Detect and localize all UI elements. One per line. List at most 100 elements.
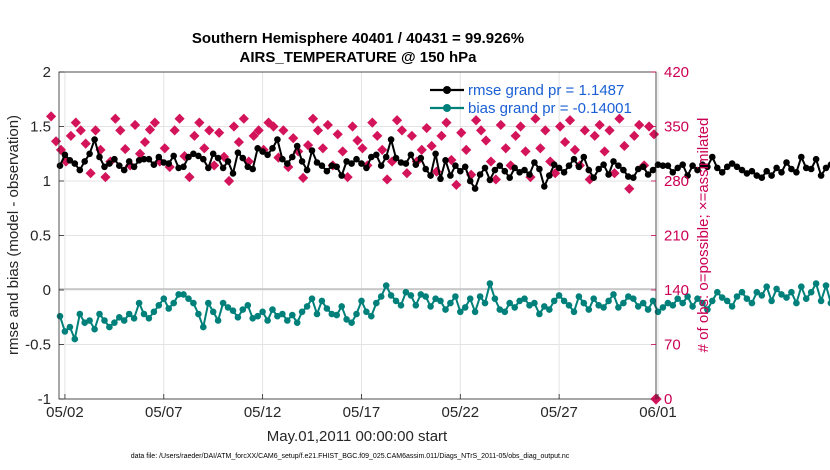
bias-point — [788, 288, 795, 296]
rmse-point — [412, 161, 420, 168]
obs-marker — [416, 144, 427, 155]
bias-point — [427, 303, 434, 310]
rmse-point — [625, 173, 632, 180]
obs-marker — [204, 125, 215, 136]
legend-rmse-marker — [443, 86, 451, 94]
bias-point — [155, 302, 163, 309]
rmse-point — [447, 172, 454, 179]
bias-point — [798, 283, 805, 291]
y-left-tick-label: 1 — [43, 173, 51, 190]
bias-point — [546, 306, 553, 313]
rmse-point — [269, 145, 276, 152]
rmse-point — [195, 152, 202, 160]
obs-marker — [199, 143, 210, 154]
bias-point — [205, 299, 212, 307]
rmse-point — [733, 163, 741, 171]
bias-point — [738, 288, 746, 296]
bias-point — [56, 312, 64, 320]
obs-marker — [238, 113, 249, 124]
obs-marker — [194, 117, 205, 128]
rmse-point — [827, 161, 830, 168]
rmse-point — [817, 172, 825, 179]
rmse-series — [56, 135, 830, 192]
bias-point — [674, 295, 681, 303]
rmse-point — [506, 174, 513, 181]
rmse-point — [541, 183, 548, 190]
obs-marker — [589, 130, 600, 141]
bias-point — [585, 306, 593, 313]
bias-point — [116, 314, 123, 321]
rmse-point — [91, 136, 98, 143]
y-right-tick-label: 280 — [664, 173, 689, 190]
rmse-point — [555, 164, 563, 172]
obs-marker — [614, 113, 625, 124]
bias-point — [536, 310, 543, 318]
rmse-point — [239, 154, 247, 162]
bias-point — [86, 317, 93, 324]
rmse-point — [481, 164, 489, 172]
rmse-point — [81, 158, 88, 165]
obs-marker — [426, 140, 437, 152]
rmse-point — [649, 166, 657, 174]
obs-marker — [120, 143, 131, 155]
rmse-point — [308, 147, 316, 154]
bias-point — [714, 288, 721, 296]
chart-title: Southern Hemisphere 40401 / 40431 = 99.9… — [192, 30, 524, 47]
rmse-point — [219, 164, 227, 172]
bias-point — [783, 294, 790, 301]
rmse-point — [753, 172, 761, 179]
y-left-tick-label: 1.5 — [30, 119, 51, 136]
bias-point — [669, 302, 677, 309]
rmse-point — [679, 161, 686, 168]
y-left-tick-label: -1 — [38, 391, 51, 408]
bias-point — [229, 307, 237, 315]
obs-marker — [406, 130, 417, 141]
rmse-point — [605, 171, 612, 178]
bias-point — [461, 304, 469, 311]
obs-marker — [223, 175, 235, 187]
y-left-tick-label: 0.5 — [30, 228, 51, 245]
bias-point — [377, 293, 385, 300]
bias-point — [778, 291, 785, 298]
bias-point — [214, 317, 222, 324]
rmse-point — [56, 162, 64, 169]
rmse-point — [205, 164, 212, 172]
bias-point — [550, 297, 558, 305]
rmse-point — [274, 136, 281, 143]
bias-point — [219, 299, 227, 307]
bias-point — [293, 319, 301, 327]
bias-point — [437, 297, 444, 305]
rmse-point — [452, 162, 459, 169]
rmse-point — [496, 162, 504, 169]
rmse-point — [293, 142, 301, 150]
bias-point — [733, 293, 741, 300]
bias-point — [457, 308, 464, 316]
obs-marker — [144, 124, 156, 135]
rmse-point — [743, 170, 751, 177]
bias-point — [555, 292, 563, 299]
bias-point — [763, 283, 770, 291]
rmse-point — [289, 153, 296, 161]
obs-marker — [480, 135, 492, 146]
bias-point — [679, 299, 686, 307]
rmse-point — [807, 165, 815, 173]
obs-marker — [540, 125, 551, 136]
bias-point — [481, 299, 489, 307]
bias-point — [318, 297, 326, 305]
rmse-point — [575, 163, 583, 171]
bias-point — [565, 302, 573, 309]
bias-point — [333, 311, 341, 319]
rmse-point — [427, 172, 434, 179]
bias-point — [254, 312, 261, 320]
rmse-point — [511, 164, 518, 172]
data-file-note: data file: /Users/raeder/DAI/ATM_forcXX/… — [131, 453, 570, 460]
rmse-point — [338, 172, 346, 179]
rmse-point — [674, 164, 681, 172]
bias-point — [165, 305, 172, 312]
rmse-point — [303, 166, 311, 174]
obs-marker — [337, 146, 348, 157]
rmse-point — [531, 159, 538, 166]
rmse-point — [457, 167, 464, 175]
bias-point — [71, 335, 79, 343]
